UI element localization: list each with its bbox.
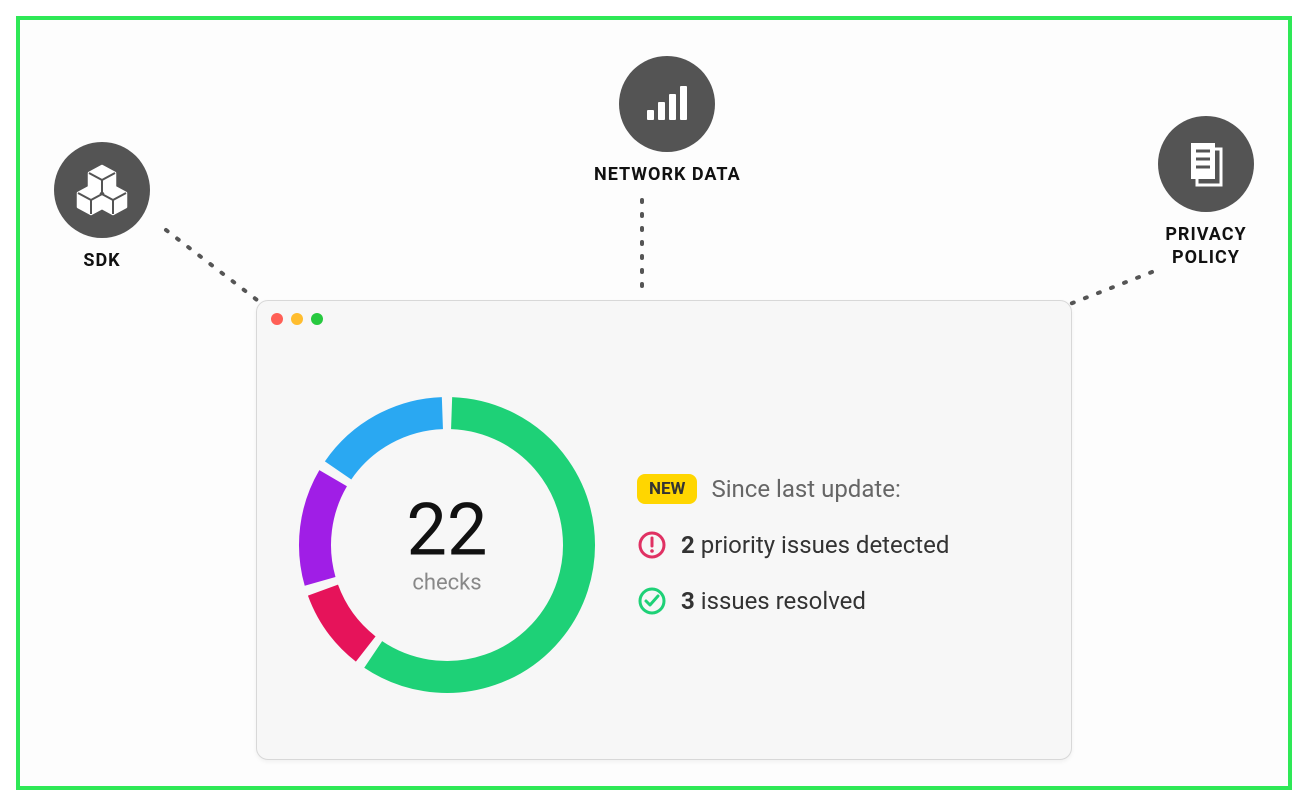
priority-issues-text: 2 priority issues detected bbox=[681, 531, 949, 559]
checks-count: 22 bbox=[407, 495, 488, 567]
resolved-issues-text: 3 issues resolved bbox=[681, 587, 866, 615]
document-icon bbox=[1158, 116, 1254, 212]
window-titlebar bbox=[257, 301, 1071, 337]
priority-issues-row: 2 priority issues detected bbox=[637, 530, 949, 560]
since-update-row: NEW Since last update: bbox=[637, 474, 949, 504]
check-icon bbox=[637, 586, 667, 616]
privacy-node: PRIVACYPOLICY bbox=[1158, 116, 1254, 269]
donut-segment-blue bbox=[338, 413, 442, 470]
minimize-dot[interactable] bbox=[291, 313, 303, 325]
sdk-label: SDK bbox=[83, 250, 120, 273]
since-update-text: Since last update: bbox=[711, 475, 900, 503]
window-content: 22 checks NEW Since last update: 2 bbox=[297, 361, 1031, 729]
zoom-dot[interactable] bbox=[311, 313, 323, 325]
network-label: NETWORK DATA bbox=[594, 164, 741, 187]
donut-segment-pink bbox=[323, 590, 366, 649]
bar-chart-icon bbox=[619, 56, 715, 152]
dashboard-window: 22 checks NEW Since last update: 2 bbox=[256, 300, 1072, 760]
resolved-issues-row: 3 issues resolved bbox=[637, 586, 949, 616]
outer-frame: SDK NETWORK DATA PRIVACYPOLICY bbox=[16, 16, 1292, 790]
connector-network bbox=[632, 196, 652, 300]
sdk-node: SDK bbox=[54, 142, 150, 273]
privacy-label: PRIVACYPOLICY bbox=[1165, 224, 1246, 269]
alert-icon bbox=[637, 530, 667, 560]
sdk-icon bbox=[54, 142, 150, 238]
close-dot[interactable] bbox=[271, 313, 283, 325]
donut-segment-purple bbox=[315, 478, 333, 581]
checks-sublabel: checks bbox=[407, 571, 488, 596]
network-node: NETWORK DATA bbox=[594, 56, 741, 187]
details-panel: NEW Since last update: 2 priority issues… bbox=[637, 474, 949, 616]
checks-donut-chart: 22 checks bbox=[297, 395, 597, 695]
new-badge: NEW bbox=[637, 474, 697, 504]
